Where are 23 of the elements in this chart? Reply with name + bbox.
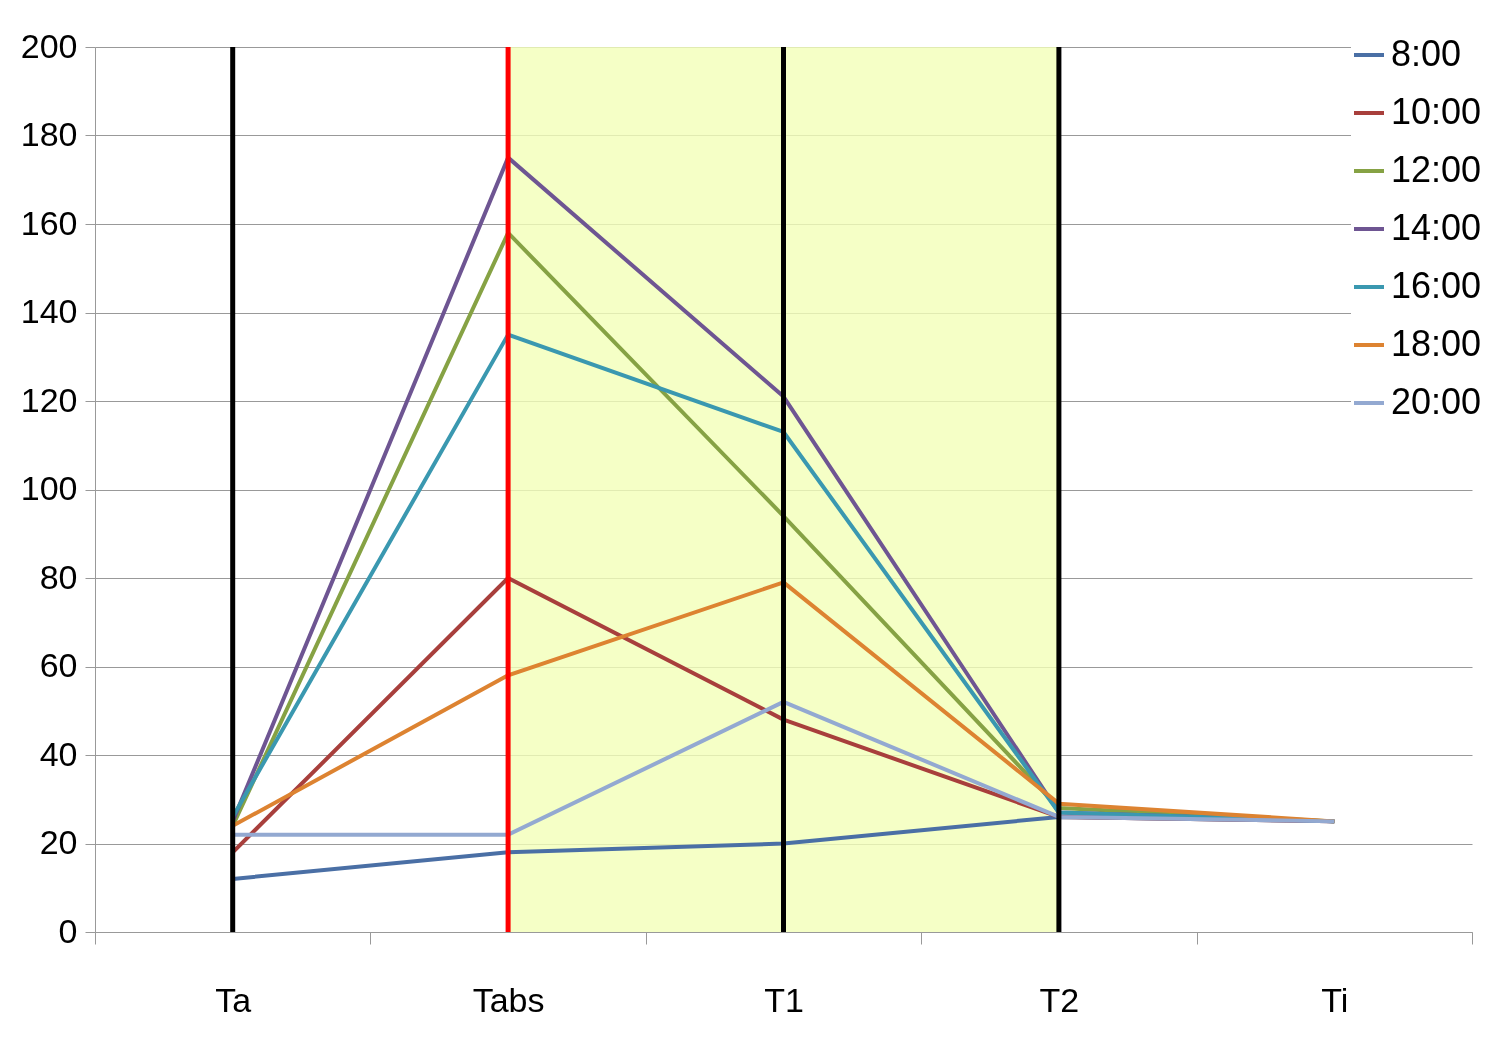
legend-label: 12:00 bbox=[1391, 149, 1482, 190]
x-tick-label: T2 bbox=[1039, 980, 1080, 1019]
y-tick-label: 40 bbox=[39, 734, 78, 773]
x-tick-label: T1 bbox=[764, 980, 804, 1019]
y-tick-label: 0 bbox=[58, 911, 78, 950]
y-tick-label: 60 bbox=[39, 646, 78, 684]
legend-label: 16:00 bbox=[1391, 265, 1482, 306]
y-tick-label: 180 bbox=[20, 115, 78, 153]
y-tick-label: 120 bbox=[20, 380, 78, 419]
x-tick-label: Ta bbox=[215, 980, 252, 1019]
x-tick-label: Tabs bbox=[472, 980, 545, 1019]
y-tick-label: 140 bbox=[20, 292, 78, 330]
y-tick-label: 20 bbox=[39, 823, 78, 861]
y-tick-label: 200 bbox=[20, 26, 78, 65]
y-tick-label: 80 bbox=[39, 557, 78, 596]
y-tick-label: 100 bbox=[20, 469, 78, 507]
legend-label: 14:00 bbox=[1391, 207, 1482, 248]
legend-label: 18:00 bbox=[1391, 323, 1482, 364]
legend-label: 10:00 bbox=[1391, 91, 1482, 132]
y-tick-label: 160 bbox=[20, 203, 78, 242]
legend-label: 20:00 bbox=[1391, 381, 1482, 422]
legend-label: 8:00 bbox=[1391, 33, 1462, 74]
x-tick-label: Ti bbox=[1321, 980, 1349, 1019]
